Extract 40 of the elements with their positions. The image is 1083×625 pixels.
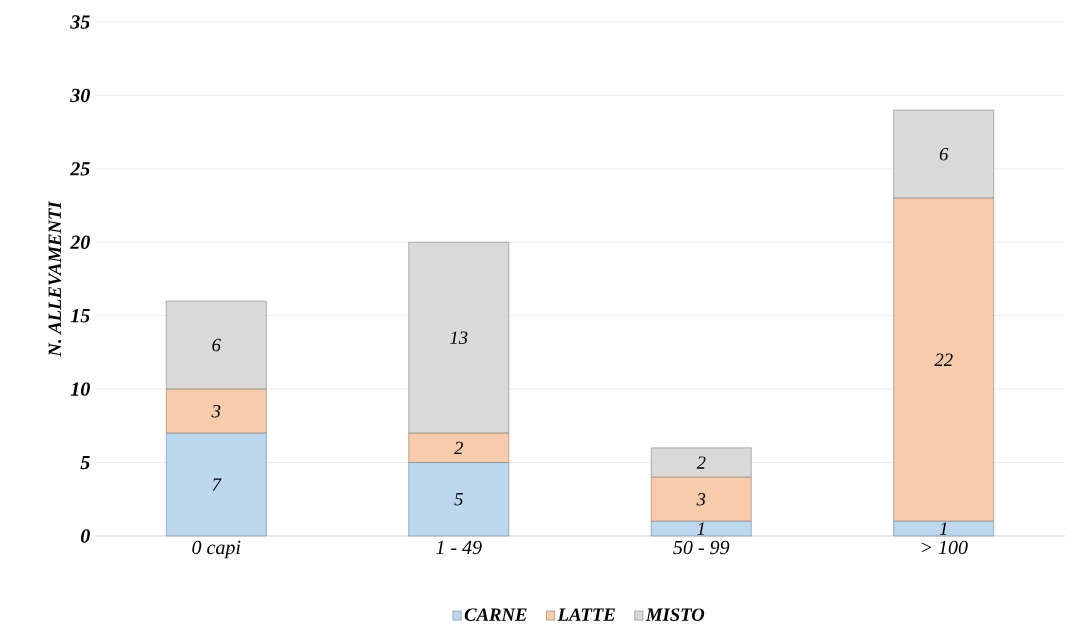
legend-label: LATTE [557,608,615,621]
data-label: 6 [939,147,949,161]
bar [165,432,267,537]
bar [650,447,752,478]
data-label: 22 [934,353,953,366]
data-label: 2 [454,441,464,455]
y-tick-label: 10 [70,382,90,396]
data-label: 1 [697,522,704,535]
x-tick-label: 0 capi [192,540,241,559]
y-tick-label: 15 [70,309,90,323]
bar [165,300,267,390]
y-tick-label: 0 [80,529,90,543]
data-label: 5 [454,493,463,506]
bar [165,388,267,434]
legend-label: CARNE [464,608,527,621]
y-tick-label: 30 [70,88,90,103]
data-label: 3 [211,404,221,418]
y-axis-title: N. ALLEVAMENTI [48,200,62,357]
legend-label: MISTO [645,608,705,621]
bar [408,242,510,434]
bar [893,521,995,537]
y-tick-label: 5 [80,455,90,470]
bar [650,476,752,522]
data-label: 7 [212,478,222,491]
bar [650,521,752,537]
data-label: 1 [939,522,947,535]
data-label: 13 [450,331,468,345]
y-tick-label: 20 [70,235,90,250]
x-tick-label: 50 - 99 [673,540,730,555]
data-label: 2 [696,456,706,469]
bar [893,197,995,522]
bar [893,109,995,199]
x-tick-label: 1 - 49 [436,540,482,555]
y-tick-label: 35 [70,15,90,29]
y-tick-label: 25 [70,162,90,176]
data-label: 6 [212,338,221,352]
bar [408,462,510,537]
x-tick-label: > 100 [921,540,968,555]
bar [408,432,510,463]
data-label: 3 [696,493,706,506]
